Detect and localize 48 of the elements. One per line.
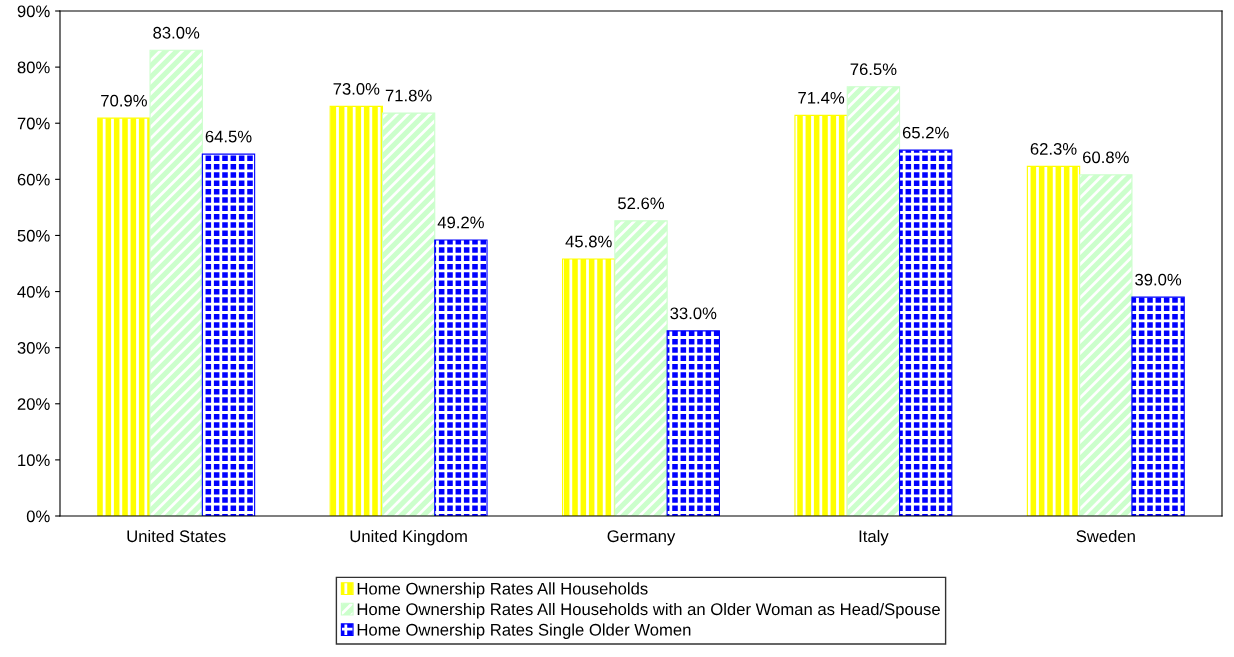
bar (1079, 174, 1133, 516)
data-label: 39.0% (1135, 273, 1182, 286)
data-label: 71.4% (798, 92, 845, 104)
legend-label: Home Ownership Rates All Households with an Older Woman as Head/Spouse (357, 602, 940, 619)
data-label: 60.8% (1083, 151, 1129, 164)
y-tick-label: 0% (26, 510, 50, 523)
y-tick-label: 90% (17, 5, 50, 18)
data-label: 52.6% (618, 197, 665, 210)
bar (846, 86, 901, 516)
y-tick-label: 60% (17, 173, 50, 186)
bar (614, 220, 668, 516)
y-tick-label: 80% (17, 61, 50, 74)
y-tick-label: 30% (17, 342, 50, 354)
data-label: 71.8% (385, 89, 432, 102)
data-label: 49.2% (437, 216, 484, 229)
y-tick-label: 10% (18, 454, 50, 467)
legend-label: Home Ownership Rates All Households (357, 582, 648, 598)
y-tick-label: 20% (17, 398, 50, 410)
bar (149, 49, 203, 516)
bar (434, 239, 488, 516)
data-label: 83.0% (153, 26, 200, 39)
y-tick-label: 50% (17, 229, 50, 242)
legend-label: Home Ownership Rates Single Older Women (357, 623, 691, 639)
x-tick-label: Italy (859, 529, 889, 546)
data-label: 73.0% (333, 82, 380, 95)
data-label: 45.8% (565, 235, 612, 248)
data-label: 70.9% (101, 94, 147, 107)
bar (201, 153, 256, 516)
data-label: 33.0% (670, 307, 717, 320)
y-tick-label: 40% (17, 285, 50, 298)
data-label: 64.5% (205, 130, 252, 143)
bar (898, 149, 953, 516)
bar (794, 114, 848, 516)
data-label: 76.5% (850, 63, 897, 76)
bar (329, 105, 384, 516)
data-label: 65.2% (902, 126, 949, 139)
bar (562, 258, 616, 516)
x-tick-label: Sweden (1076, 529, 1135, 543)
x-tick-label: United States (127, 529, 226, 543)
x-tick-label: United Kingdom (350, 529, 467, 546)
bar (1131, 296, 1185, 516)
bar (666, 330, 720, 516)
x-tick-label: Germany (607, 530, 676, 546)
y-tick-label: 70% (17, 117, 50, 130)
bar (381, 112, 436, 516)
data-label: 62.3% (1030, 143, 1077, 155)
bar (1026, 165, 1081, 516)
bar (97, 117, 151, 516)
